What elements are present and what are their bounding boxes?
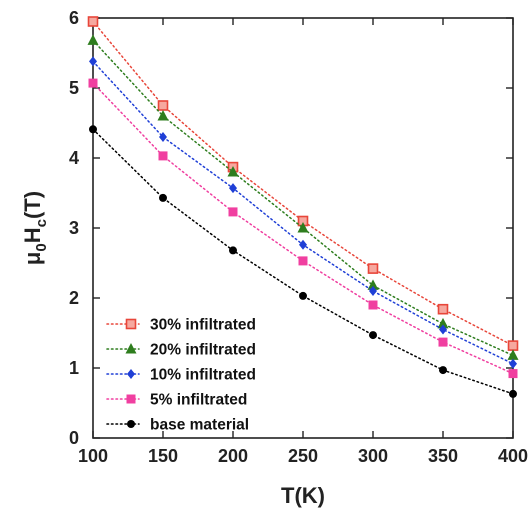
data-point [509,358,517,369]
data-point [89,56,97,67]
data-point [228,207,238,217]
data-point [368,300,378,310]
x-tick-label: 250 [288,446,318,466]
data-point [88,78,98,88]
legend-label: 5% infiltrated [150,392,247,409]
legend: 30% infiltrated 20% infiltrated 10% infilt… [106,317,256,434]
data-point [369,331,377,340]
series-3 [88,78,518,379]
ticks-layer: 100 150 200 250 300 350 400 0 1 2 3 4 5 6 [69,8,528,466]
series-2 [89,56,517,369]
series-0 [87,16,519,351]
y-tick-label: 6 [69,8,79,28]
x-tick-label: 350 [428,446,458,466]
y-label-h: H [20,227,45,243]
data-point [437,303,449,315]
data-point [439,366,447,375]
y-tick-label: 2 [69,288,79,308]
data-point [508,369,518,379]
series-layer [87,16,519,398]
data-point [298,256,308,266]
legend-marker [126,394,136,404]
legend-entry: 10% infiltrated [106,367,256,384]
legend-label: base material [150,417,249,434]
legend-marker [125,318,137,330]
y-label-mu: μ [20,252,45,265]
data-point [87,16,99,27]
x-tick-label: 150 [148,446,178,466]
x-tick-label: 300 [358,446,388,466]
series-4 [89,125,517,398]
x-axis-label: T(K) [281,483,325,508]
data-point [227,166,239,177]
data-point [369,286,377,296]
legend-label: 30% infiltrated [150,317,256,334]
y-tick-label: 1 [69,358,79,378]
data-point [158,151,168,161]
x-tick-label: 400 [498,446,528,466]
data-point [507,349,519,360]
legend-entry: 20% infiltrated [106,342,256,359]
data-point [367,279,379,290]
legend-label: 20% infiltrated [150,342,256,359]
data-point [157,110,169,121]
y-tick-label: 4 [69,148,79,168]
data-point [439,324,447,335]
data-point [437,317,449,329]
data-point [87,34,99,45]
y-label-sub-c: c [33,219,50,227]
legend-entry: base material [106,417,249,434]
legend-label: 10% infiltrated [150,367,256,384]
data-point [229,246,237,255]
y-tick-label: 3 [69,218,79,238]
legend-marker [125,343,137,354]
data-point [507,340,519,351]
data-point [89,125,97,134]
y-axis-label: μ0Hc(T) [20,191,50,265]
y-tick-label: 5 [69,78,79,98]
legend-marker [127,420,135,428]
x-tick-label: 200 [218,446,248,466]
legend-entry: 5% infiltrated [106,392,247,409]
data-point [229,183,237,194]
y-tick-label: 0 [69,428,79,448]
y-label-unit: (T) [20,191,45,219]
data-point [438,337,448,347]
series-1 [87,34,519,360]
x-tick-label: 100 [78,446,108,466]
y-label-sub-0: 0 [33,243,50,251]
data-point [299,239,307,250]
data-point [159,193,167,202]
data-point [159,132,167,142]
data-point [157,100,169,111]
data-point [297,222,309,233]
legend-marker [127,369,135,379]
legend-entry: 30% infiltrated [106,317,256,334]
data-point [509,389,517,398]
data-point [367,263,379,274]
series-line [92,39,514,357]
data-point [299,291,307,300]
